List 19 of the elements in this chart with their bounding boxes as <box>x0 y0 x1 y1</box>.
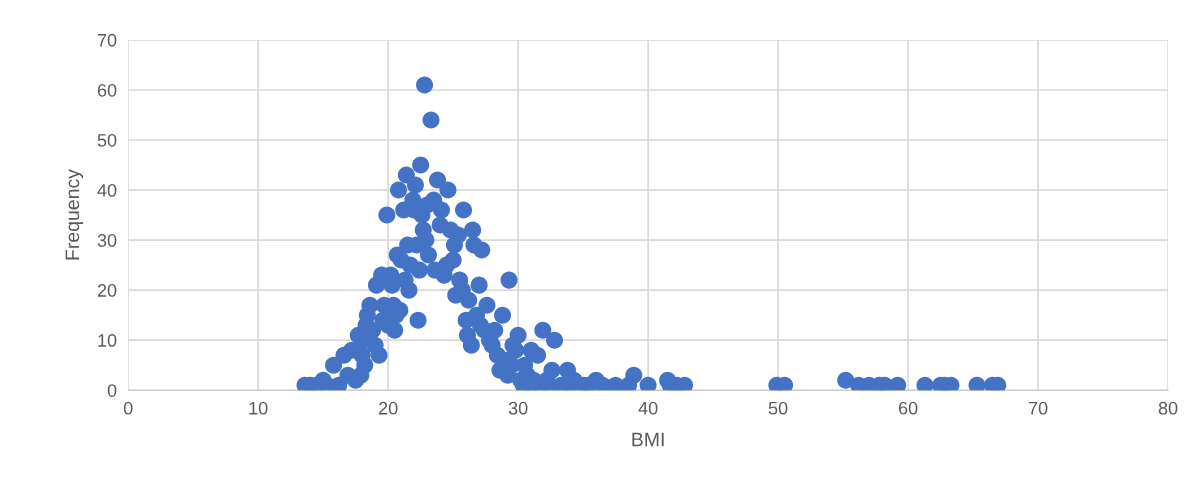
y-tick-label: 40 <box>97 183 117 197</box>
x-tick-label: 10 <box>249 401 268 415</box>
y-tick-label: 20 <box>97 284 117 297</box>
x-tick-label: 60 <box>898 401 918 415</box>
y-tick-label: 0 <box>107 384 117 397</box>
x-axis-title: BMI <box>632 432 664 447</box>
x-tick-label: 0 <box>123 401 133 415</box>
x-tick-label: 50 <box>768 401 788 415</box>
y-axis-title: Frequency <box>65 169 84 260</box>
x-tick-label: 80 <box>1158 401 1178 415</box>
y-tick-label: 30 <box>97 234 117 247</box>
y-tick-label: 10 <box>98 334 117 347</box>
x-tick-label: 20 <box>379 401 398 415</box>
y-tick-label: 60 <box>97 83 117 97</box>
x-tick-label: 30 <box>508 401 528 415</box>
y-tick-label: 50 <box>97 133 117 147</box>
x-tick-label: 70 <box>1028 401 1048 415</box>
y-tick-label: 70 <box>97 33 117 47</box>
x-tick-label: 40 <box>638 401 658 415</box>
